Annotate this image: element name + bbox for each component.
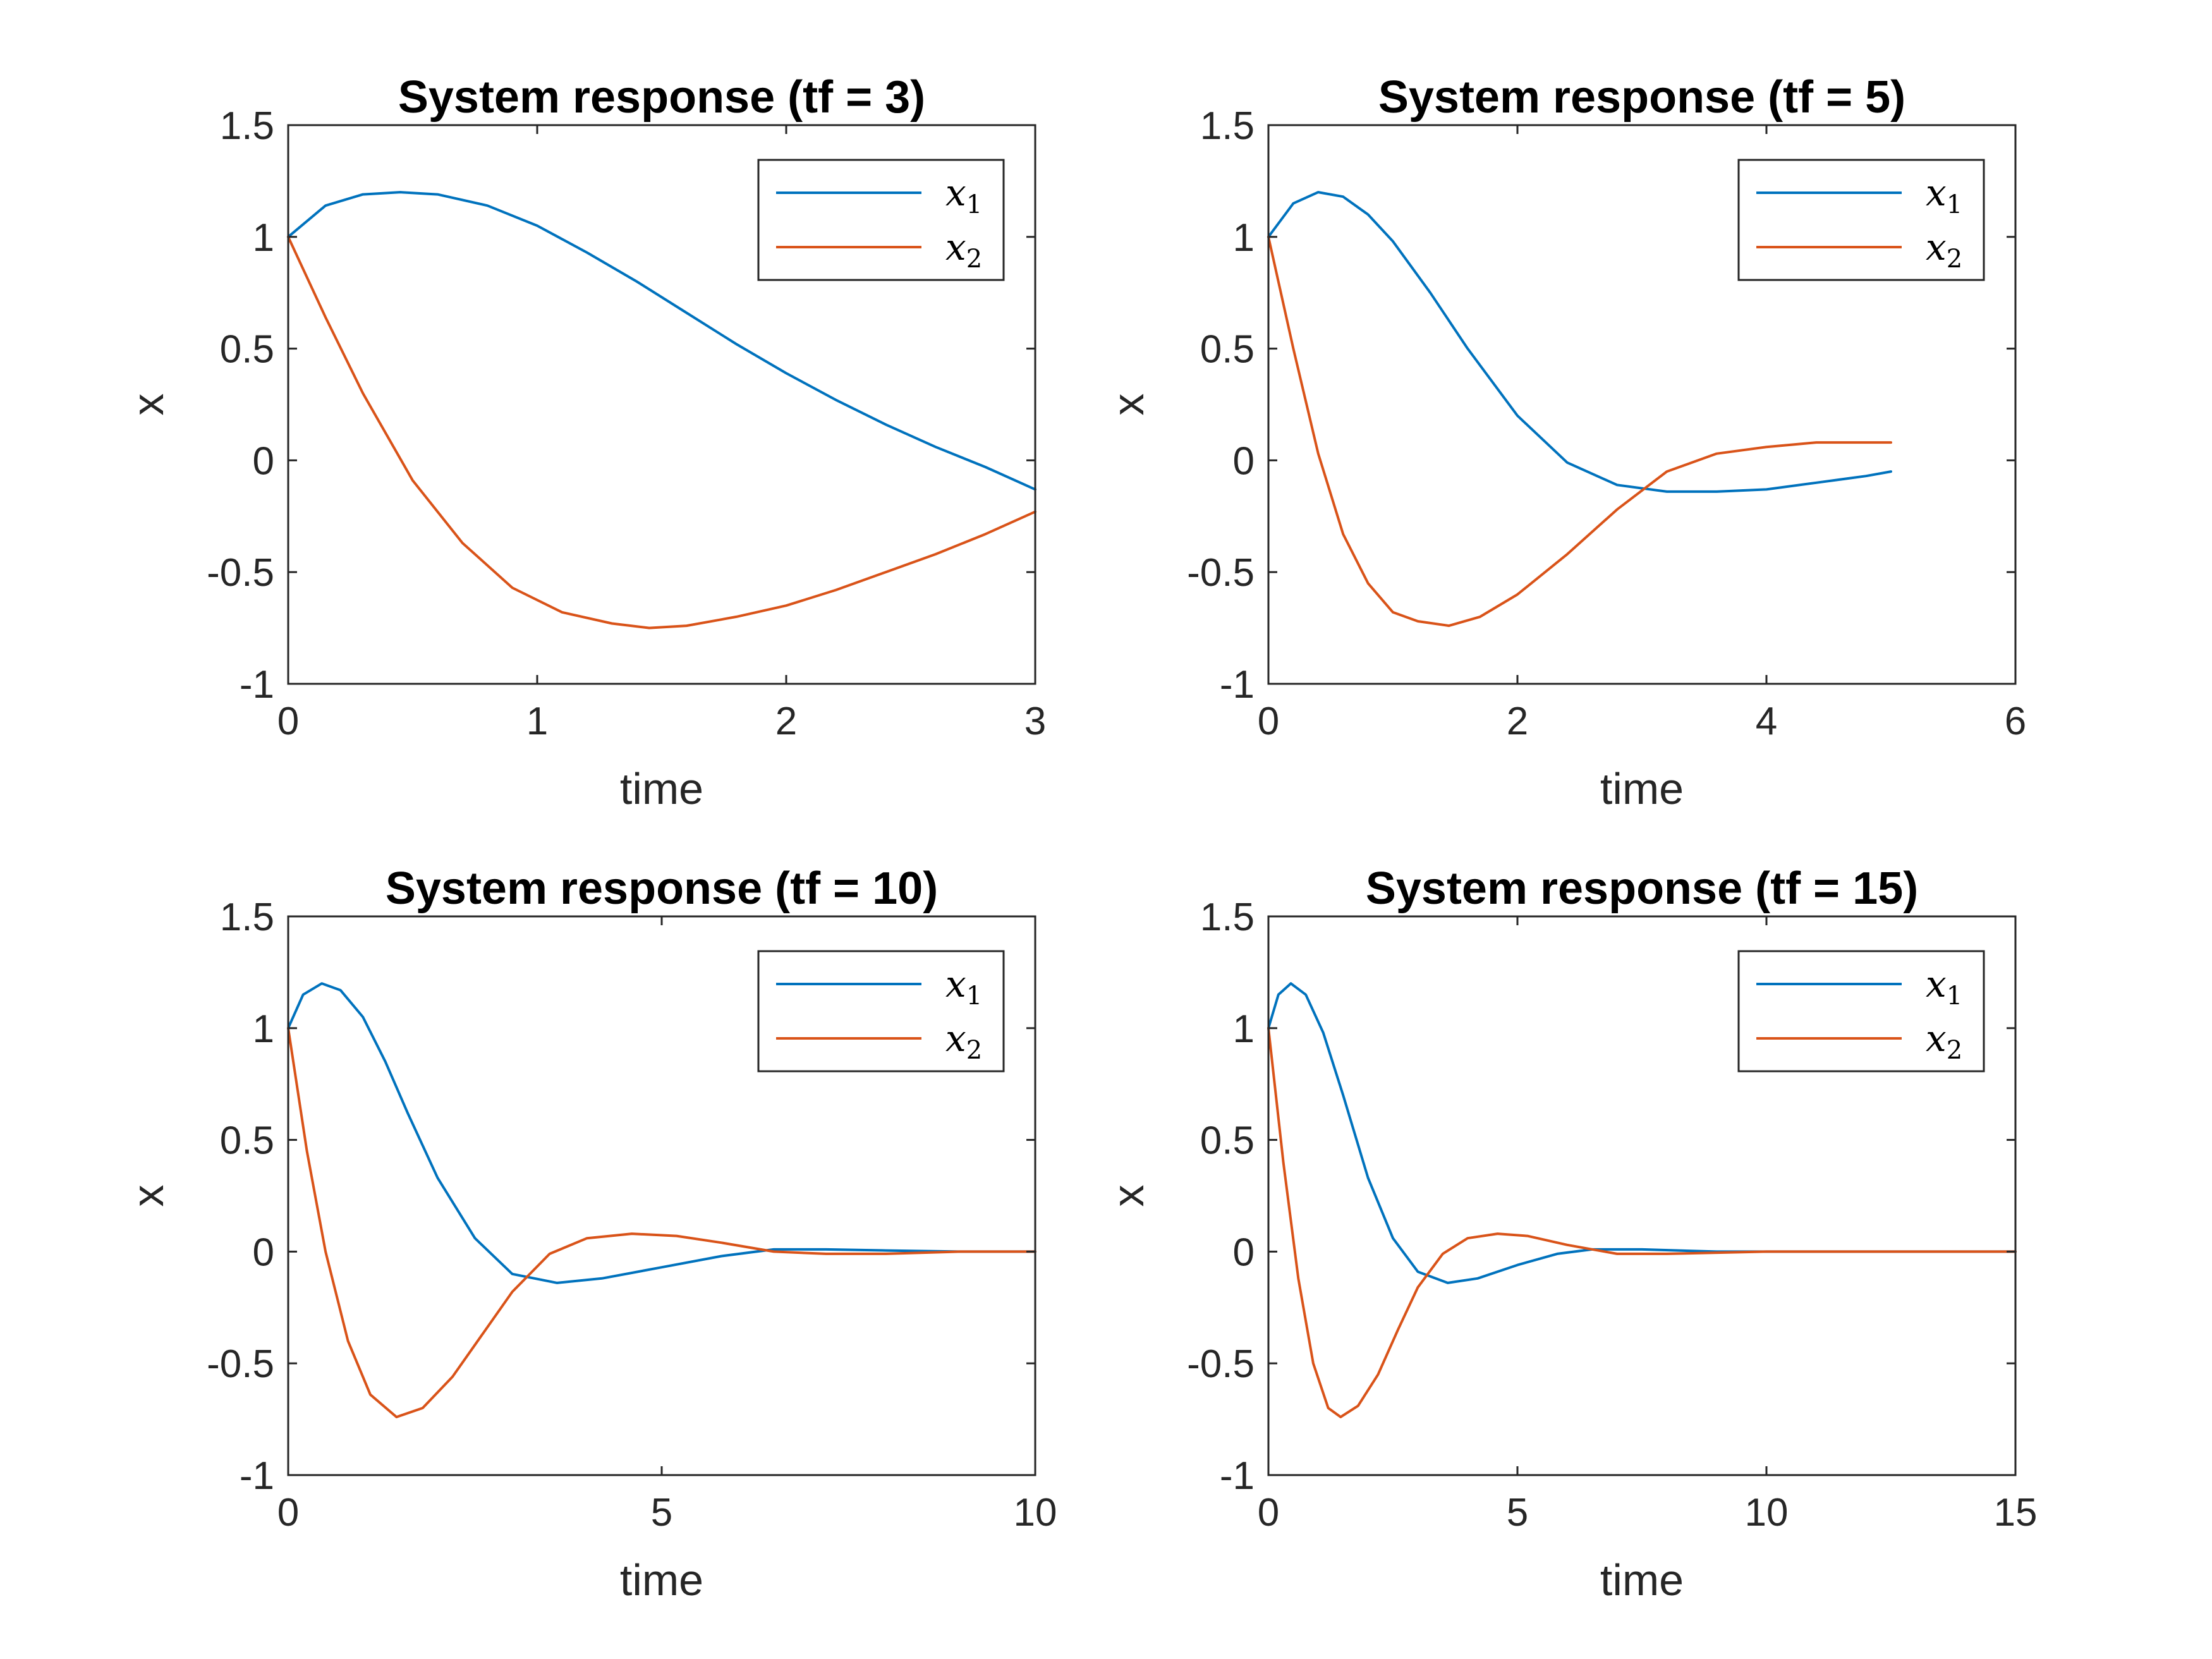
y-tick-label: -0.5 bbox=[207, 551, 274, 595]
axes-frame bbox=[1267, 124, 2017, 685]
y-tick-label: 0.5 bbox=[1200, 1119, 1255, 1163]
x-tick-label: 10 bbox=[1014, 1491, 1057, 1534]
x-tick-label: 5 bbox=[1507, 1491, 1528, 1534]
y-axis-label: x bbox=[1103, 394, 1153, 416]
x-axis-label: time bbox=[1600, 1555, 1684, 1605]
x-tick-label: 0 bbox=[1258, 1491, 1279, 1534]
y-tick-label: -0.5 bbox=[207, 1342, 274, 1386]
series-line-x2 bbox=[1267, 235, 1892, 628]
legend-label-x2: x2 bbox=[1926, 1017, 1962, 1065]
chart-title: System response (tf = 3) bbox=[398, 72, 925, 123]
series-line-x2 bbox=[1267, 1026, 2017, 1419]
y-tick-label: -0.5 bbox=[1187, 1342, 1255, 1386]
y-tick-label: 0.5 bbox=[1200, 328, 1255, 372]
y-tick-label: -1 bbox=[1220, 1454, 1255, 1498]
legend-label-x1: x1 bbox=[945, 171, 982, 219]
legend-label-x1: x1 bbox=[1926, 171, 1962, 219]
series-line-x1 bbox=[1267, 191, 1892, 493]
x-axis-label: time bbox=[620, 764, 703, 813]
x-tick-label: 10 bbox=[1745, 1491, 1789, 1534]
legend-box bbox=[1737, 950, 1985, 1073]
legend-box bbox=[757, 159, 1005, 281]
x-tick-label: 0 bbox=[277, 1491, 299, 1534]
x-tick-label: 3 bbox=[1024, 700, 1046, 743]
y-tick-label: 1 bbox=[253, 216, 274, 260]
y-tick-label: -1 bbox=[240, 1454, 274, 1498]
y-tick-label: 1 bbox=[1233, 216, 1255, 260]
y-tick-label: 1.5 bbox=[220, 104, 274, 148]
y-tick-label: 0 bbox=[1233, 439, 1255, 483]
x-tick-label: 2 bbox=[1507, 700, 1528, 743]
legend-label-x1: x1 bbox=[945, 963, 982, 1011]
x-tick-label: 2 bbox=[775, 700, 797, 743]
y-tick-label: -1 bbox=[240, 663, 274, 707]
y-tick-label: -1 bbox=[1220, 663, 1255, 707]
x-axis-label: time bbox=[1600, 764, 1684, 813]
y-axis-label: x bbox=[1103, 1185, 1153, 1207]
y-axis-label: x bbox=[123, 394, 173, 416]
y-tick-label: 1.5 bbox=[1200, 104, 1255, 148]
subplot-4: 0 5 10 15 -1 -0.5 0 0.5 1 1.5 System response (tf … bbox=[1103, 863, 2037, 1605]
subplot-3: 0 5 10 -1 -0.5 0 0.5 1 1.5 System response (tf = … bbox=[123, 863, 1057, 1605]
y-tick-label: 0.5 bbox=[220, 328, 274, 372]
subplot-2: 0 2 4 6 -1 -0.5 0 0.5 1 1.5 System response (tf = … bbox=[1103, 72, 2026, 813]
subplot-1: 0 1 2 3 -1 -0.5 0 0.5 1 1.5 System response (tf = … bbox=[123, 72, 1046, 813]
x-tick-label: 1 bbox=[526, 700, 548, 743]
y-tick-label: 0 bbox=[253, 1231, 274, 1274]
x-tick-label: 5 bbox=[651, 1491, 672, 1534]
y-tick-label: 1.5 bbox=[1200, 896, 1255, 939]
legend-label-x1: x1 bbox=[1926, 963, 1962, 1011]
x-tick-label: 15 bbox=[1994, 1491, 2038, 1534]
chart-title: System response (tf = 10) bbox=[386, 863, 938, 914]
y-tick-label: 1 bbox=[253, 1007, 274, 1051]
legend-label-x2: x2 bbox=[1926, 226, 1962, 274]
chart-title: System response (tf = 15) bbox=[1366, 863, 1918, 914]
legend-box bbox=[757, 950, 1005, 1073]
y-tick-label: 1.5 bbox=[220, 896, 274, 939]
x-axis-label: time bbox=[620, 1555, 703, 1605]
legend-box bbox=[1737, 159, 1985, 281]
x-tick-label: 4 bbox=[1756, 700, 1777, 743]
series-line-x1 bbox=[287, 191, 1036, 491]
legend-label-x2: x2 bbox=[945, 226, 982, 274]
axes-frame bbox=[1267, 915, 2017, 1476]
axes-frame bbox=[287, 124, 1036, 685]
y-axis-label: x bbox=[123, 1185, 173, 1207]
y-tick-label: 0.5 bbox=[220, 1119, 274, 1163]
series-line-x1 bbox=[287, 982, 1036, 1284]
y-tick-label: 0 bbox=[253, 439, 274, 483]
chart-title: System response (tf = 5) bbox=[1378, 72, 1905, 123]
x-tick-label: 0 bbox=[277, 700, 299, 743]
series-line-x2 bbox=[287, 235, 1036, 629]
x-tick-label: 0 bbox=[1258, 700, 1279, 743]
legend-label-x2: x2 bbox=[945, 1017, 982, 1065]
y-tick-label: 0 bbox=[1233, 1231, 1255, 1274]
x-tick-label: 6 bbox=[2005, 700, 2026, 743]
y-tick-label: 1 bbox=[1233, 1007, 1255, 1051]
y-tick-label: -0.5 bbox=[1187, 551, 1255, 595]
series-line-x2 bbox=[287, 1026, 1036, 1419]
